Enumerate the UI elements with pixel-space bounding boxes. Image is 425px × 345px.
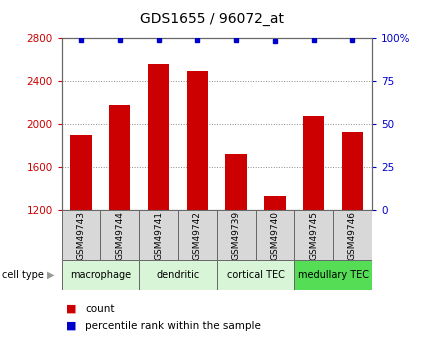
Bar [217,260,294,290]
Bar [187,71,208,210]
Bar [178,210,217,260]
Text: GSM49740: GSM49740 [270,211,279,260]
Text: percentile rank within the sample: percentile rank within the sample [85,321,261,331]
Bar [255,210,294,260]
Bar [109,105,130,210]
Text: GSM49742: GSM49742 [193,211,202,260]
Text: ■: ■ [66,304,76,314]
Bar [62,260,139,290]
Bar [294,210,333,260]
Bar [264,196,286,210]
Bar [148,64,169,210]
Bar [294,260,372,290]
Text: count: count [85,304,114,314]
Text: medullary TEC: medullary TEC [298,270,368,280]
Bar [217,210,255,260]
Text: GSM49745: GSM49745 [309,211,318,260]
Bar [139,210,178,260]
Text: dendritic: dendritic [156,270,200,280]
Bar [342,132,363,210]
Text: ■: ■ [66,321,76,331]
Text: GSM49741: GSM49741 [154,211,163,260]
Bar [139,260,217,290]
Bar [62,210,100,260]
Bar [303,116,324,210]
Bar [226,155,247,210]
Text: GSM49743: GSM49743 [76,211,85,260]
Text: cell type: cell type [2,270,44,280]
Text: GSM49744: GSM49744 [115,211,124,260]
Text: cortical TEC: cortical TEC [227,270,284,280]
Bar [333,210,372,260]
Text: GSM49746: GSM49746 [348,211,357,260]
Text: GDS1655 / 96072_at: GDS1655 / 96072_at [141,12,284,26]
Text: ▶: ▶ [47,270,54,280]
Text: macrophage: macrophage [70,270,131,280]
Bar [100,210,139,260]
Bar [71,135,92,210]
Text: GSM49739: GSM49739 [232,211,241,260]
